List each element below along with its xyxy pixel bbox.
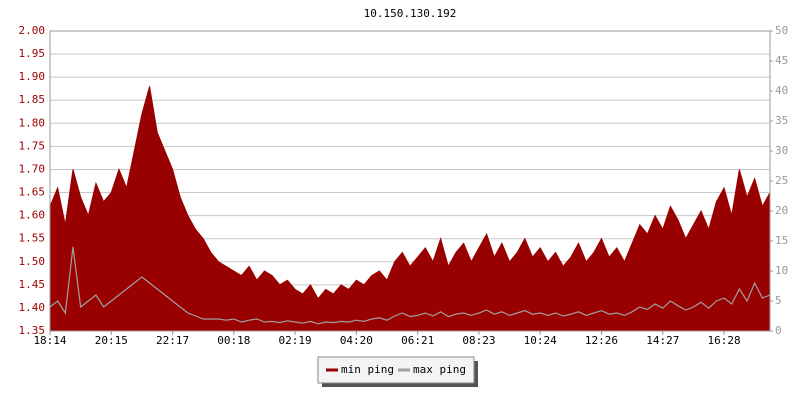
y2-tick-label: 25 <box>775 174 788 187</box>
x-tick-label: 20:15 <box>95 334 128 347</box>
y-tick-label: 2.00 <box>19 24 46 37</box>
legend-label: max ping <box>413 363 466 376</box>
chart-title: 10.150.130.192 <box>364 7 457 20</box>
y2-tick-label: 40 <box>775 84 788 97</box>
y-tick-label: 1.90 <box>19 70 46 83</box>
x-tick-label: 14:27 <box>646 334 679 347</box>
area <box>49 86 771 332</box>
y-tick-label: 1.60 <box>19 209 46 222</box>
legend-label: min ping <box>341 363 394 376</box>
y-tick-label: 1.80 <box>19 116 46 129</box>
x-tick-label: 08:23 <box>462 334 495 347</box>
legend: min ping max ping <box>317 356 478 387</box>
plot-border <box>49 30 771 332</box>
x-tick-label: 06:21 <box>401 334 434 347</box>
y2-tick-label: 30 <box>775 144 788 157</box>
x-tick-label: 10:24 <box>524 334 557 347</box>
y2-tick-label: 50 <box>775 24 788 37</box>
y-tick-label: 1.50 <box>19 255 46 268</box>
y-tick-label: 1.95 <box>19 47 46 60</box>
y-tick-label: 1.45 <box>19 278 46 291</box>
y2-tick-label: 0 <box>775 324 782 337</box>
y-tick-label: 1.70 <box>19 162 46 175</box>
y2-tick-label: 45 <box>775 54 788 67</box>
x-tick-label: 18:14 <box>33 334 66 347</box>
x-tick-label: 16:28 <box>707 334 740 347</box>
y2-tick-label: 15 <box>775 234 788 247</box>
x-tick-label: 00:18 <box>217 334 250 347</box>
y2-tick-label: 35 <box>775 114 788 127</box>
y-tick-label: 1.65 <box>19 186 46 199</box>
y-tick-label: 1.55 <box>19 232 46 245</box>
y2-tick-label: 20 <box>775 204 788 217</box>
y2-tick-label: 10 <box>775 264 788 277</box>
x-tick-label: 02:19 <box>279 334 312 347</box>
y-tick-label: 1.75 <box>19 139 46 152</box>
x-tick-label: 22:17 <box>156 334 189 347</box>
x-tick-label: 04:20 <box>340 334 373 347</box>
y-tick-label: 1.35 <box>19 324 46 337</box>
y-tick-label: 1.40 <box>19 301 46 314</box>
legend-box <box>317 356 475 384</box>
x-tick-label: 12:26 <box>585 334 618 347</box>
y-tick-label: 1.85 <box>19 93 46 106</box>
y2-tick-label: 5 <box>775 294 782 307</box>
line <box>49 246 771 325</box>
